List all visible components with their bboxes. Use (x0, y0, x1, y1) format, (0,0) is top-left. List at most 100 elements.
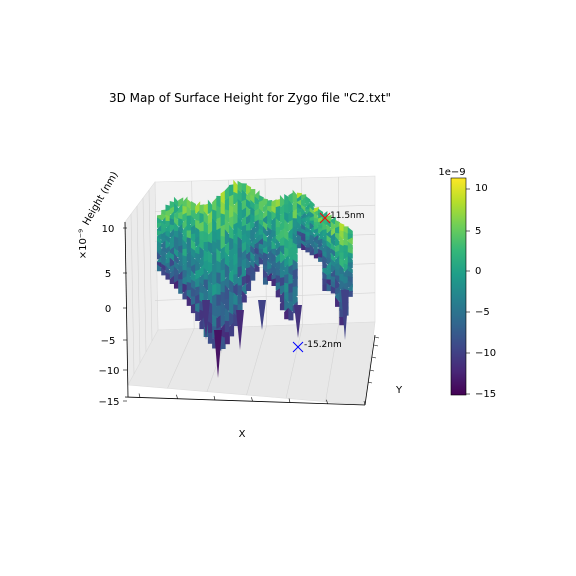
surface-facet (258, 199, 264, 207)
surface-facet (169, 252, 175, 261)
surface-facet (271, 210, 277, 220)
surface-facet (326, 273, 332, 281)
surface-facet (246, 205, 252, 217)
surface-facet (284, 219, 290, 232)
surface-facet (275, 217, 281, 229)
surface-facet (195, 277, 201, 288)
surface-facet (229, 184, 235, 197)
surface-facet (288, 219, 294, 231)
surface-facet (305, 242, 311, 249)
surface-facet (271, 216, 277, 226)
surface-facet (233, 179, 239, 194)
surface-facet (229, 279, 235, 294)
surface-facet (212, 230, 218, 243)
surface-facet (347, 270, 353, 278)
surface-facet (186, 198, 192, 210)
z-tick-label: 5 (105, 269, 111, 280)
surface-facet (250, 245, 256, 255)
height-surface (157, 179, 353, 378)
surface-facet (262, 258, 269, 267)
surface-facet (288, 264, 294, 276)
surface-facet (322, 278, 328, 286)
surface-facet (292, 189, 298, 203)
surface-facet (318, 256, 324, 262)
surface-facet (224, 251, 230, 267)
surface-facet (199, 316, 205, 330)
surface-facet (330, 242, 336, 252)
surface-facet (224, 320, 230, 334)
surface-spike (258, 300, 266, 330)
surface-facet (229, 258, 235, 272)
surface-facet (288, 227, 294, 240)
surface-facet (271, 252, 277, 262)
surface-facet (216, 195, 222, 208)
axis-ticks (123, 227, 380, 406)
surface-facet (212, 218, 218, 233)
surface-facet (190, 233, 196, 243)
surface-facet (279, 284, 285, 295)
surface-facet (343, 276, 349, 285)
surface-facet (212, 314, 218, 328)
surface-facet (246, 257, 252, 269)
surface-facet (195, 235, 201, 247)
surface-facet (288, 253, 294, 267)
surface-facet (233, 292, 239, 306)
surface-facet (220, 224, 226, 238)
surface-facet (275, 287, 281, 298)
surface-facet (271, 199, 277, 208)
surface-facet (279, 258, 285, 271)
surface-spike (341, 290, 349, 340)
surface-facet (284, 227, 290, 241)
surface-facet (178, 223, 184, 234)
colorbar-tick-label: −5 (475, 307, 490, 318)
surface-facet (305, 235, 311, 241)
surface-facet (233, 282, 239, 296)
z-offset-text: ×10⁻⁹ (78, 229, 89, 259)
surface-facet (182, 224, 188, 236)
surface-facet (216, 205, 222, 219)
surface-facet (246, 243, 252, 254)
surface-facet (169, 227, 175, 238)
surface-facet (250, 238, 256, 249)
surface-facet (220, 280, 226, 294)
surface-facet (246, 250, 252, 262)
surface-facet (229, 268, 235, 283)
axis-tick (176, 394, 178, 399)
surface-facet (258, 243, 264, 250)
surface-facet (258, 237, 264, 246)
surface-facet (326, 260, 332, 270)
x-axis-line (124, 396, 366, 406)
surface-facet (284, 306, 290, 320)
surface-facet (254, 263, 260, 272)
surface-facet (292, 286, 298, 297)
surface-facet (254, 241, 260, 250)
surface-facet (224, 273, 230, 289)
surface-facet (190, 239, 196, 251)
surface-facet (335, 254, 341, 265)
surface-facet (195, 220, 201, 230)
surface-facet (279, 219, 285, 231)
surface-facet (178, 237, 184, 247)
axis-tick (326, 399, 328, 404)
surface-facet (284, 282, 290, 293)
surface-facet (335, 278, 341, 289)
surface-facet (207, 241, 213, 254)
surface-facet (182, 248, 188, 257)
surface-facet (237, 199, 243, 212)
surface-facet (224, 218, 230, 234)
x-axis-label: X (239, 429, 246, 440)
surface-facet (347, 290, 353, 297)
surface-facet (279, 211, 285, 223)
surface-facet (322, 283, 328, 292)
surface-facet (292, 268, 298, 280)
surface-facet (241, 264, 247, 278)
surface-facet (157, 264, 163, 272)
z-tick-labels: 10 5 0 −5 −10 −15 (98, 224, 119, 408)
surface-facet (190, 296, 196, 306)
surface-facet (330, 276, 336, 283)
surface-facet (301, 243, 307, 251)
surface-facet (292, 242, 298, 254)
surface-facet (339, 273, 345, 283)
surface-facet (165, 239, 171, 249)
grid-line (285, 324, 303, 399)
